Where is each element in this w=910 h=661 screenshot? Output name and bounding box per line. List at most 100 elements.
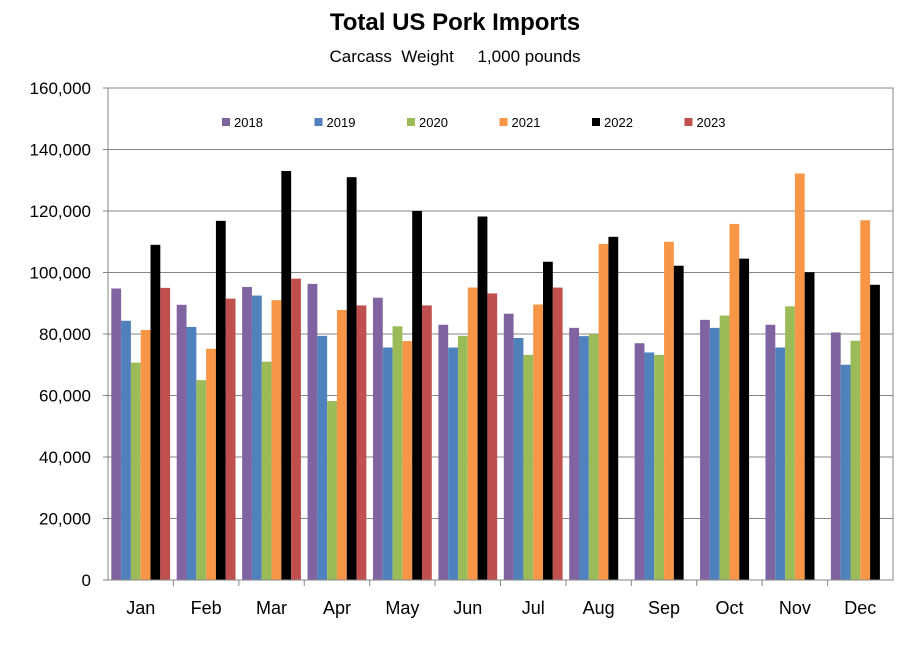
bar-2022-sep bbox=[673, 265, 684, 580]
bar-2022-dec bbox=[870, 284, 880, 580]
bar-2020-jun bbox=[457, 335, 468, 580]
bar-2021-jul bbox=[533, 304, 544, 580]
bar-2019-jul bbox=[513, 337, 524, 580]
bar-2021-nov bbox=[794, 173, 805, 581]
legend-swatch-2023 bbox=[684, 118, 693, 126]
bar-2020-jul bbox=[523, 354, 534, 580]
bar-2023-jan bbox=[160, 287, 171, 580]
x-tick-label: Jul bbox=[522, 598, 545, 618]
bar-2022-mar bbox=[281, 171, 292, 580]
bar-2018-sep bbox=[634, 343, 645, 580]
bar-2020-jan bbox=[130, 362, 141, 580]
x-tick-label: Apr bbox=[323, 598, 351, 618]
bar-2022-jul bbox=[543, 261, 553, 580]
x-tick-label: Nov bbox=[779, 598, 811, 618]
bar-2018-jun bbox=[438, 324, 449, 580]
bar-2022-nov bbox=[804, 272, 815, 580]
legend-swatch-2021 bbox=[499, 118, 508, 126]
bar-2020-oct bbox=[719, 315, 730, 580]
y-tick-label: 20,000 bbox=[39, 510, 91, 529]
legend-label-2022: 2022 bbox=[604, 115, 633, 130]
bar-2018-dec bbox=[830, 332, 841, 580]
bar-2021-jan bbox=[140, 330, 151, 580]
x-tick-label: Jun bbox=[453, 598, 482, 618]
x-tick-label: Mar bbox=[256, 598, 287, 618]
bar-2021-mar bbox=[271, 300, 282, 580]
x-tick-label: Sep bbox=[648, 598, 680, 618]
bar-2018-aug bbox=[569, 327, 580, 580]
bar-2022-apr bbox=[346, 177, 357, 581]
bar-2022-jun bbox=[477, 216, 488, 580]
bar-2019-nov bbox=[775, 347, 786, 580]
legend-swatch-2019 bbox=[314, 118, 323, 126]
legend-label-2021: 2021 bbox=[512, 115, 541, 130]
bar-2019-may bbox=[382, 347, 393, 580]
gridlines bbox=[108, 149, 893, 519]
bar-2019-aug bbox=[579, 336, 589, 580]
bar-2018-may bbox=[372, 297, 383, 580]
x-tick-label: Aug bbox=[583, 598, 615, 618]
plot-frame bbox=[107, 87, 894, 581]
bar-2020-aug bbox=[588, 334, 599, 580]
bar-2023-mar bbox=[291, 278, 301, 580]
bar-2018-mar bbox=[242, 286, 252, 580]
bar-2018-feb bbox=[176, 304, 187, 580]
y-tick-label: 80,000 bbox=[39, 325, 91, 344]
y-axis: 0 20,000 40,000 60,000 80,000 100,000 120,000 1… bbox=[30, 79, 108, 590]
bar-2023-may bbox=[421, 305, 432, 580]
bar-2019-apr bbox=[317, 335, 328, 580]
bar-2019-feb bbox=[186, 326, 197, 580]
bar-2020-mar bbox=[261, 361, 272, 580]
y-tick-label: 140,000 bbox=[30, 141, 91, 160]
x-axis: Jan Feb Mar Apr May Jun Jul Aug Sep Oct Nov Dec bbox=[126, 580, 876, 618]
y-tick-label: 160,000 bbox=[30, 79, 91, 98]
bar-2023-jun bbox=[487, 293, 498, 580]
x-tick-label: Jan bbox=[126, 598, 155, 618]
y-tick-label: 100,000 bbox=[30, 264, 91, 283]
bar-2020-nov bbox=[785, 306, 795, 580]
legend-label-2019: 2019 bbox=[327, 115, 356, 130]
bar-2019-jun bbox=[448, 347, 458, 580]
bar-2022-feb bbox=[215, 220, 226, 580]
bar-2021-jun bbox=[467, 287, 478, 580]
legend-swatch-2018 bbox=[222, 118, 230, 126]
bar-2020-apr bbox=[327, 401, 337, 580]
legend-label-2020: 2020 bbox=[419, 115, 448, 130]
x-tick-label: May bbox=[385, 598, 419, 618]
bar-2019-jan bbox=[121, 320, 131, 580]
bar-2018-apr bbox=[307, 283, 318, 580]
x-tick-label: Oct bbox=[715, 598, 743, 618]
bar-2018-nov bbox=[765, 324, 776, 580]
bar-2022-oct bbox=[739, 258, 750, 580]
bar-2018-jan bbox=[111, 288, 122, 580]
bar-2018-jul bbox=[503, 313, 514, 580]
bar-2021-may bbox=[402, 341, 413, 580]
bar-2021-apr bbox=[336, 310, 347, 580]
bar-2020-sep bbox=[654, 354, 665, 580]
bar-2023-feb bbox=[225, 298, 236, 580]
y-tick-label: 60,000 bbox=[39, 387, 91, 406]
chart-subtitle: Carcass Weight 1,000 pounds bbox=[329, 47, 581, 66]
bar-2019-sep bbox=[644, 352, 655, 580]
bar-2020-dec bbox=[850, 340, 861, 580]
bar-2019-dec bbox=[840, 364, 851, 580]
bar-2020-feb bbox=[196, 380, 207, 580]
bar-2021-dec bbox=[860, 220, 871, 580]
chart-title: Total US Pork Imports bbox=[329, 9, 581, 36]
legend: 2018 2019 2020 2021 2022 2023 bbox=[222, 115, 725, 130]
y-tick-label: 120,000 bbox=[30, 202, 91, 221]
y-tick-label: 40,000 bbox=[39, 448, 91, 467]
legend-label-2018: 2018 bbox=[234, 115, 263, 130]
bar-2019-mar bbox=[251, 295, 262, 580]
bar-2019-oct bbox=[709, 327, 720, 580]
legend-swatch-2022 bbox=[592, 118, 600, 126]
bars bbox=[111, 171, 880, 581]
x-tick-label: Feb bbox=[191, 598, 222, 618]
legend-swatch-2020 bbox=[407, 118, 415, 126]
bar-2023-apr bbox=[356, 305, 367, 580]
x-tick-label: Dec bbox=[844, 598, 876, 618]
bar-2022-aug bbox=[608, 236, 619, 580]
bar-2023-jul bbox=[552, 287, 563, 580]
y-tick-label: 0 bbox=[82, 571, 91, 590]
